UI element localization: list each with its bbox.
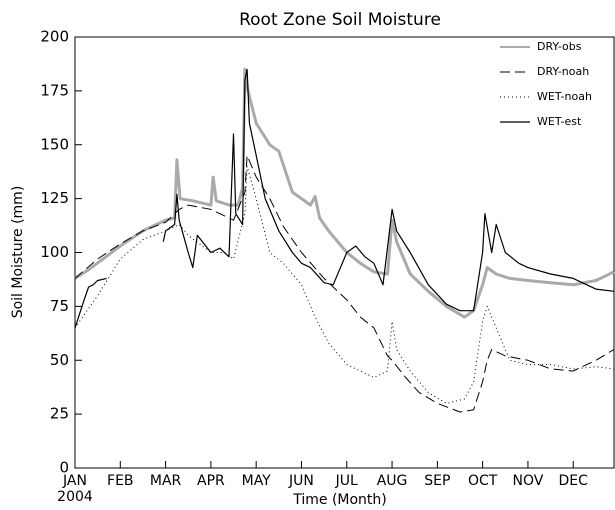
legend-label: WET-noah — [537, 90, 592, 103]
series-line — [74, 155, 615, 413]
x-tick-label: JUN — [288, 473, 314, 489]
y-axis-label: Soil Moisture (mm) — [10, 186, 26, 319]
series-line — [74, 165, 615, 404]
legend-label: WET-est — [537, 115, 582, 128]
x-tick-label: JAN — [62, 473, 87, 489]
y-tick-label: 25 — [50, 405, 69, 423]
x-tick-label: JUL — [335, 473, 358, 489]
x-tick-label: DEC — [559, 473, 589, 489]
plot-frame — [74, 36, 615, 469]
x-tick-label: SEP — [424, 473, 450, 489]
y-tick-label: 125 — [40, 189, 69, 207]
year-label: 2004 — [57, 489, 93, 505]
chart-title: Root Zone Soil Moisture — [239, 10, 441, 30]
series-line — [74, 67, 615, 319]
x-tick-label: OCT — [468, 473, 498, 489]
x-tick-label: AUG — [377, 473, 408, 489]
y-tick-label: 0 — [59, 459, 69, 477]
y-tick-label: 200 — [40, 28, 69, 46]
x-tick-label: MAR — [150, 473, 182, 489]
x-tick-label: NOV — [513, 473, 544, 489]
y-tick-label: 175 — [40, 81, 69, 99]
x-tick-label: FEB — [107, 473, 134, 489]
series-line — [74, 68, 615, 329]
legend-label: DRY-obs — [537, 40, 582, 53]
x-axis-label: Time (Month) — [292, 492, 387, 508]
x-tick-label: MAY — [242, 473, 272, 489]
x-tick-label: APR — [197, 473, 225, 489]
y-tick-label: 75 — [50, 297, 69, 315]
y-tick-label: 150 — [40, 135, 69, 153]
legend-label: DRY-noah — [537, 65, 589, 78]
y-tick-label: 100 — [40, 243, 69, 261]
y-tick-label: 50 — [50, 351, 69, 369]
